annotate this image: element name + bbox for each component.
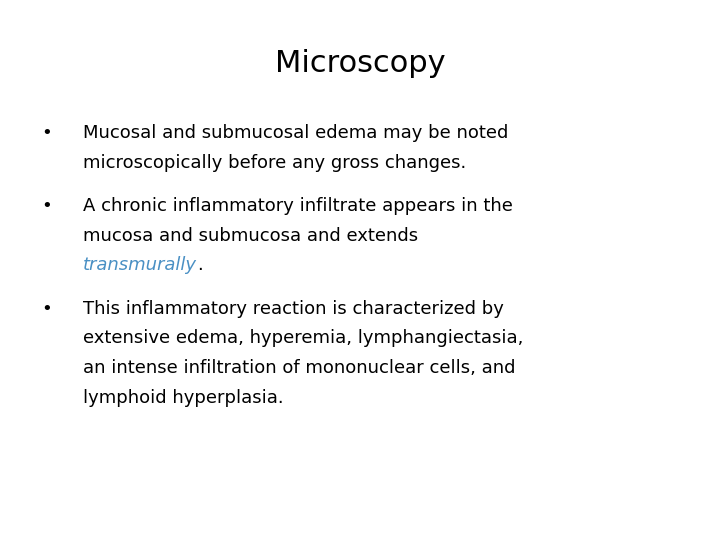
Text: .: . (197, 256, 202, 274)
Text: •: • (42, 300, 52, 318)
Text: microscopically before any gross changes.: microscopically before any gross changes… (83, 154, 466, 172)
Text: •: • (42, 197, 52, 215)
Text: A chronic inflammatory infiltrate appears in the: A chronic inflammatory infiltrate appear… (83, 197, 513, 215)
Text: Mucosal and submucosal edema may be noted: Mucosal and submucosal edema may be note… (83, 124, 508, 142)
Text: transmurally: transmurally (83, 256, 197, 274)
Text: lymphoid hyperplasia.: lymphoid hyperplasia. (83, 389, 284, 407)
Text: Microscopy: Microscopy (275, 49, 445, 78)
Text: extensive edema, hyperemia, lymphangiectasia,: extensive edema, hyperemia, lymphangiect… (83, 329, 523, 347)
Text: •: • (42, 124, 52, 142)
Text: This inflammatory reaction is characterized by: This inflammatory reaction is characteri… (83, 300, 504, 318)
Text: an intense infiltration of mononuclear cells, and: an intense infiltration of mononuclear c… (83, 359, 516, 377)
Text: mucosa and submucosa and extends: mucosa and submucosa and extends (83, 227, 418, 245)
